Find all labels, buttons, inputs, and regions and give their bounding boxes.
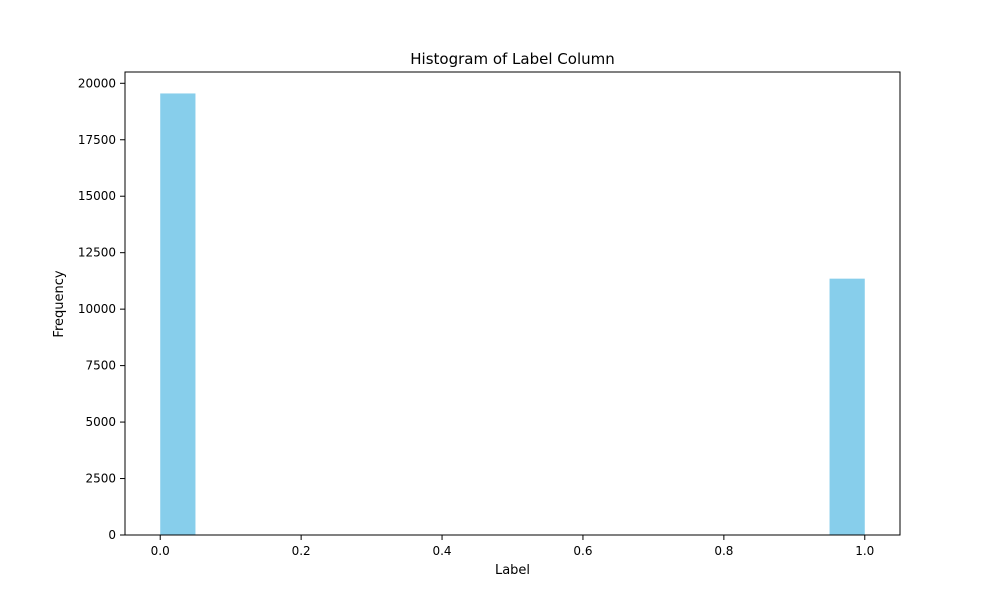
x-tick-label: 0.8 [714, 544, 733, 558]
histogram-bar-0 [160, 93, 196, 535]
x-axis-label: Label [495, 563, 530, 578]
histogram-bar-1 [829, 278, 865, 535]
chart-title: Histogram of Label Column [410, 50, 615, 68]
x-tick-label: 0.2 [292, 544, 311, 558]
y-tick-label: 15000 [78, 189, 116, 203]
y-tick-label: 10000 [78, 302, 116, 316]
x-tick-label: 0.6 [573, 544, 592, 558]
y-axis-label: Frequency [52, 270, 67, 337]
y-tick-label: 7500 [85, 359, 116, 373]
x-tick-label: 0.0 [151, 544, 170, 558]
y-axis-ticks: 0 2500 5000 7500 10000 12500 15000 17500 20000 [78, 76, 125, 542]
y-tick-label: 12500 [78, 246, 116, 260]
y-tick-label: 5000 [85, 415, 116, 429]
y-tick-label: 0 [108, 528, 116, 542]
y-tick-label: 20000 [78, 76, 116, 90]
plot-frame [124, 71, 901, 536]
x-axis-ticks: 0.0 0.2 0.4 0.6 0.8 1.0 [151, 535, 874, 558]
x-tick-label: 1.0 [855, 544, 874, 558]
y-tick-label: 17500 [78, 133, 116, 147]
bars-group [160, 93, 865, 535]
y-tick-label: 2500 [85, 472, 116, 486]
x-tick-label: 0.4 [432, 544, 451, 558]
